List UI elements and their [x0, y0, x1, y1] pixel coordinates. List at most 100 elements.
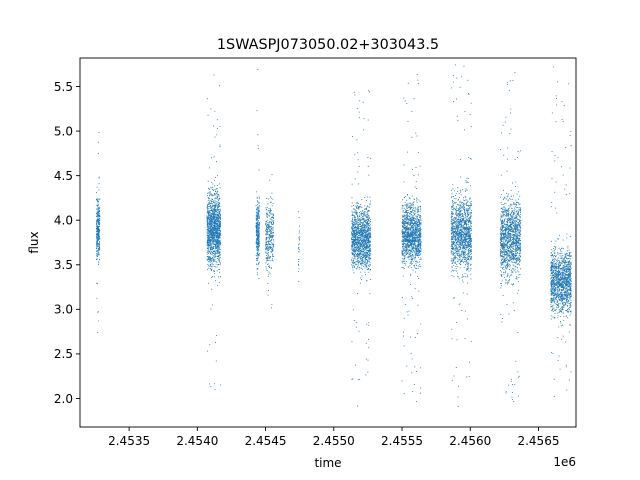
data-point [367, 249, 368, 251]
data-point [420, 241, 422, 243]
data-point [418, 221, 420, 223]
data-point [361, 265, 363, 267]
data-point [209, 256, 211, 258]
data-point [98, 259, 100, 261]
data-point [414, 244, 416, 245]
data-point [269, 229, 271, 231]
data-point [369, 91, 370, 93]
data-point [357, 260, 359, 262]
data-point [402, 205, 404, 207]
data-point [370, 249, 372, 251]
data-point [418, 238, 420, 240]
data-point [365, 220, 367, 222]
data-point [207, 215, 209, 217]
data-point [212, 183, 214, 185]
data-point [360, 229, 362, 231]
data-point [409, 230, 411, 232]
data-point [369, 233, 371, 235]
data-point [268, 227, 269, 229]
data-point [215, 360, 217, 362]
data-point [352, 238, 354, 240]
data-point [419, 223, 420, 225]
data-point [211, 231, 213, 233]
data-point [216, 209, 218, 211]
data-point [208, 212, 210, 214]
data-point [213, 194, 215, 196]
data-point [364, 197, 366, 198]
data-point [411, 195, 413, 197]
data-point [362, 212, 364, 214]
data-point [367, 157, 369, 159]
data-point [416, 260, 418, 262]
data-point [271, 250, 273, 252]
data-point [406, 365, 408, 367]
data-point [367, 254, 369, 256]
data-point [404, 258, 406, 259]
data-point [358, 330, 360, 332]
data-point [358, 239, 360, 241]
data-point [418, 254, 420, 256]
data-point [96, 230, 98, 232]
data-point [413, 217, 415, 219]
data-point [351, 242, 353, 243]
data-point [271, 216, 273, 218]
data-point [213, 74, 215, 76]
data-point [267, 222, 269, 224]
data-point [215, 223, 217, 225]
data-point [402, 238, 404, 240]
data-point [97, 235, 99, 237]
data-point [359, 215, 361, 217]
data-point [272, 198, 274, 200]
data-point [268, 234, 270, 235]
data-point [401, 254, 403, 256]
data-point [214, 273, 216, 275]
data-point [413, 243, 415, 245]
data-point [417, 207, 419, 209]
data-point [407, 244, 409, 246]
data-point [415, 370, 417, 372]
data-point [404, 241, 406, 242]
data-point [209, 246, 211, 248]
data-point [405, 248, 407, 250]
data-point [265, 250, 267, 252]
data-point [417, 223, 419, 225]
data-point [265, 207, 267, 209]
data-point [413, 219, 415, 221]
data-point [218, 228, 220, 230]
data-point [354, 236, 356, 238]
data-point [370, 229, 371, 231]
data-point [411, 251, 412, 253]
data-point [359, 240, 361, 242]
data-point [257, 245, 259, 247]
data-point [360, 240, 362, 242]
data-point [355, 213, 357, 215]
data-point [369, 231, 371, 233]
data-point [355, 243, 357, 244]
data-point [208, 214, 210, 216]
data-point [420, 253, 422, 255]
data-point [357, 233, 359, 235]
data-point [218, 221, 220, 223]
data-point [411, 207, 413, 209]
data-point [352, 265, 354, 267]
data-point [353, 320, 355, 321]
data-point [403, 236, 405, 238]
data-point [212, 249, 213, 251]
data-point [353, 259, 354, 261]
data-point [357, 242, 359, 244]
data-point [417, 248, 419, 250]
data-point [353, 208, 355, 210]
data-point [402, 246, 404, 248]
data-point [460, 251, 462, 253]
data-point [463, 254, 465, 255]
data-point [257, 251, 259, 253]
data-point [269, 230, 271, 232]
data-point [407, 232, 409, 233]
data-point [98, 248, 100, 250]
data-point [466, 256, 468, 258]
data-point [420, 233, 421, 235]
data-point [98, 249, 100, 251]
data-point [269, 240, 271, 242]
data-point [408, 228, 410, 230]
data-point [360, 250, 361, 252]
